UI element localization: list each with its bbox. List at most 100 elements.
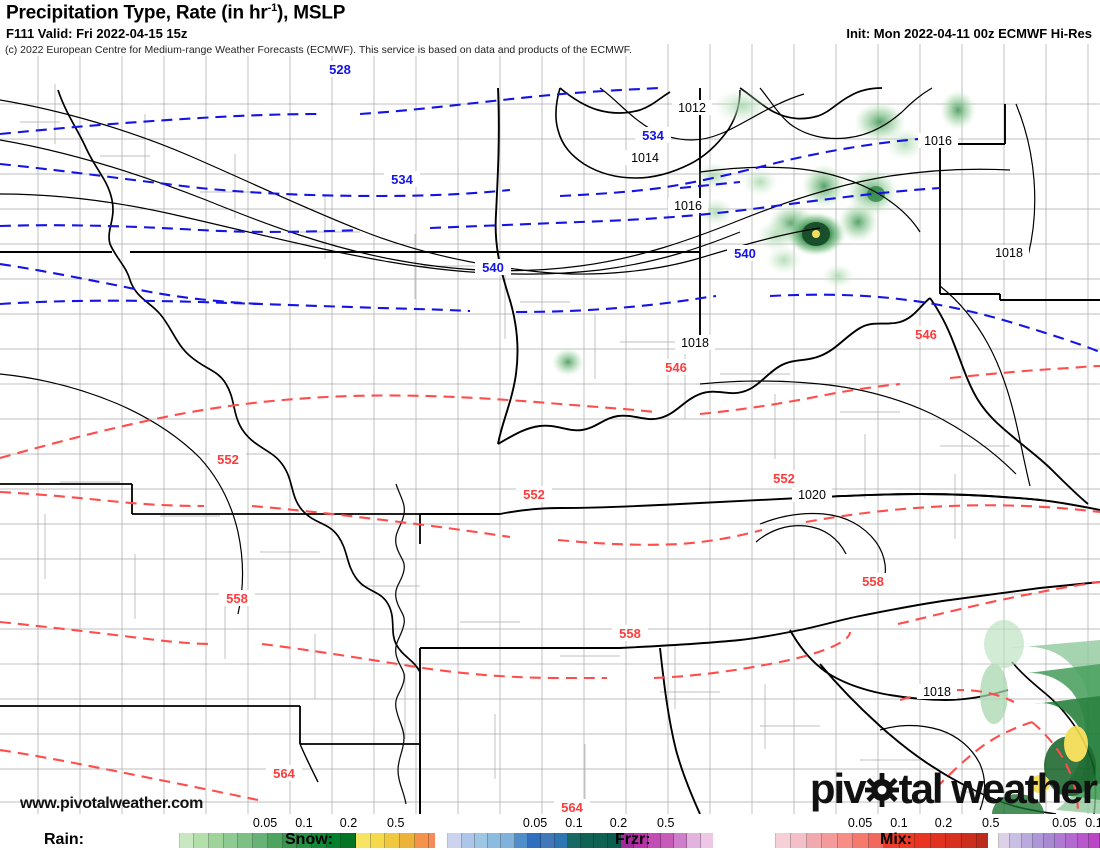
legend-swatch [370, 833, 386, 848]
valid-time-label: F111 Valid: Fri 2022-04-15 15z [6, 26, 188, 41]
legend-swatch [946, 833, 962, 848]
legend-ticks-rain: 0.05 0.1 0.2 0.5 [165, 816, 443, 832]
legend-swatch [326, 833, 342, 848]
legend-swatch [853, 833, 869, 848]
legend-swatch [567, 833, 582, 848]
legend-label-snow: Snow: [285, 831, 333, 848]
legend-swatch [253, 833, 268, 848]
logo-text-pre: piv [809, 765, 867, 812]
svg-text:540: 540 [482, 260, 504, 275]
contour-labels: 528 534 534 540 540 546 546 552 552 552 … [210, 61, 1029, 814]
legend-swatch [267, 833, 283, 848]
svg-text:552: 552 [773, 471, 795, 486]
map-svg: 528 534 534 540 540 546 546 552 552 552 … [0, 44, 1100, 814]
legend-swatch [687, 833, 701, 848]
legend-label-mix: Mix: [880, 831, 912, 848]
svg-text:540: 540 [734, 246, 756, 261]
legend-swatch [775, 833, 791, 848]
map-canvas[interactable]: 528 534 534 540 540 546 546 552 552 552 … [0, 44, 1100, 814]
page-title: Precipitation Type, Rate (in hr-1), MSLP [6, 2, 345, 24]
legend-swatch [647, 833, 661, 848]
legend-swatch [527, 833, 542, 848]
legend-swatch [165, 833, 180, 848]
legend-swatch [961, 833, 977, 848]
legend-swatch [194, 833, 210, 848]
legend-swatch [1010, 833, 1022, 848]
svg-text:558: 558 [619, 626, 641, 641]
init-time-label: Init: Mon 2022-04-11 00z ECMWF Hi-Res [846, 26, 1092, 41]
legend-tick-label: 0.05 [252, 816, 278, 830]
legend-colorbar-snow[interactable] [435, 833, 713, 848]
legend-swatch [282, 833, 298, 848]
legend-swatch [1044, 833, 1056, 848]
legend-swatch [1066, 833, 1078, 848]
logo-text-post: tal weather [898, 765, 1098, 812]
legend-group-snow: Snow: 0.05 0.1 0.2 0.5 [275, 814, 713, 850]
legend-ticks-snow: 0.05 0.1 0.2 0.5 [435, 816, 713, 832]
legend-swatch [791, 833, 807, 848]
legend-swatch [541, 833, 555, 848]
legend-tick-label: 0.05 [522, 816, 548, 830]
legend-swatch [806, 833, 822, 848]
svg-text:552: 552 [523, 487, 545, 502]
legend-swatch [297, 833, 312, 848]
thickness-cold-labels: 528 534 534 540 540 [322, 61, 763, 275]
legend-group-rain: Rain: 0.05 0.1 0.2 0.5 [0, 814, 444, 850]
mslp-labels: 1012 1014 1016 1016 1018 1018 1020 1018 [625, 100, 1029, 699]
legend-tick-label: 0.2 [609, 816, 628, 830]
legend-tick-label: 0.1 [295, 816, 313, 830]
legend-tick-label: 0.5 [657, 816, 675, 830]
legend-swatch [311, 833, 327, 848]
legend-tick-label: 0.05 [1052, 816, 1077, 830]
legend-swatch [209, 833, 224, 848]
svg-text:1016: 1016 [674, 199, 702, 213]
svg-text:564: 564 [273, 766, 295, 781]
pivotal-weather-logo: piv tal weather [809, 765, 1098, 812]
precip-legend: Rain: 0.05 0.1 0.2 0.5 Snow: 0.05 0.1 0.2 0.5 Frzr… [0, 814, 1100, 850]
site-url-watermark: www.pivotalweather.com [20, 795, 204, 812]
legend-swatch [474, 833, 489, 848]
title-superscript: -1 [267, 2, 278, 14]
legend-tick-label: 0.05 [847, 816, 873, 830]
legend-swatch [581, 833, 595, 848]
title-main: Precipitation Type, Rate (in hr [6, 2, 268, 24]
legend-tick-label: 0.5 [387, 816, 405, 830]
legend-swatch [414, 833, 430, 848]
legend-swatch [899, 833, 915, 848]
copyright-notice: (c) 2022 European Centre for Medium-rang… [4, 44, 633, 56]
legend-swatch [1021, 833, 1033, 848]
title-tail: ), MSLP [277, 2, 346, 24]
svg-text:546: 546 [915, 327, 937, 342]
legend-swatch [1032, 833, 1045, 848]
svg-text:1018: 1018 [681, 336, 709, 350]
legend-colorbar-mix[interactable] [988, 833, 1100, 848]
legend-swatch [700, 833, 713, 848]
thickness-contours-cold [0, 86, 1100, 353]
legend-swatch [400, 833, 415, 848]
legend-swatch [607, 833, 621, 848]
legend-swatch [1088, 833, 1100, 848]
legend-colorbar-rain[interactable] [165, 833, 444, 848]
gear-o-icon [864, 772, 899, 807]
legend-tick-label: 0.1 [1085, 816, 1100, 830]
legend-label-frzr: Frzr: [615, 831, 651, 848]
legend-tick-label: 0.1 [565, 816, 583, 830]
svg-text:552: 552 [217, 452, 239, 467]
legend-swatch [999, 833, 1011, 848]
svg-text:528: 528 [329, 62, 351, 77]
legend-swatch [594, 833, 608, 848]
legend-ticks-mix: 0.050.10.20.5 [988, 816, 1100, 832]
legend-swatch [1055, 833, 1067, 848]
svg-text:1018: 1018 [995, 246, 1023, 260]
precipitation-rain-shading [552, 88, 1100, 814]
legend-tick-label: 0.5 [982, 816, 1000, 830]
legend-tick-label: 0.2 [339, 816, 358, 830]
legend-group-mix: Mix: 0.05 0.1 0.2 0.5 [880, 814, 1100, 850]
legend-swatch [660, 833, 675, 848]
legend-swatch [554, 833, 568, 848]
legend-swatch [435, 833, 449, 848]
legend-swatch [760, 833, 776, 848]
legend-swatch [915, 833, 931, 848]
legend-swatch [488, 833, 502, 848]
